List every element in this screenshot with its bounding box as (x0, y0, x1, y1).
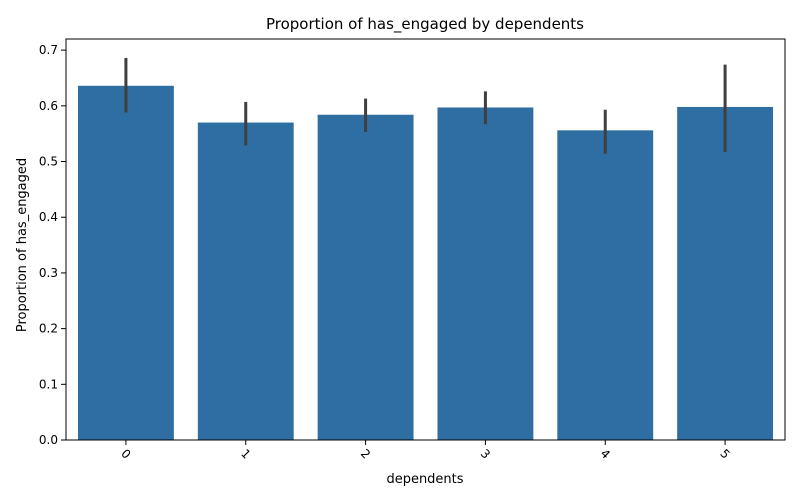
y-tick-label: 0.6 (39, 99, 58, 113)
bar-2 (317, 114, 414, 440)
x-tick-label: 5 (717, 446, 732, 461)
y-tick-label: 0.5 (39, 155, 58, 169)
y-tick-label: 0.2 (39, 322, 58, 336)
y-tick-label: 0.4 (39, 210, 58, 224)
bar-5 (677, 106, 774, 441)
chart-title: Proportion of has_engaged by dependents (266, 15, 584, 34)
y-axis: 0.0 0.1 0.2 0.3 0.4 0.5 0.6 0.7 (39, 43, 66, 447)
y-tick-label: 0.3 (39, 266, 58, 280)
y-tick-label: 0.0 (39, 433, 58, 447)
errorbars-layer (124, 57, 727, 154)
x-tick-label: 2 (358, 446, 373, 461)
y-tick-label: 0.1 (39, 377, 58, 391)
x-tick-label: 0 (118, 446, 133, 461)
bar-1 (197, 122, 294, 441)
bar-0 (77, 85, 174, 441)
x-tick-label: 1 (238, 446, 253, 461)
bar-3 (437, 107, 534, 441)
x-axis: 0 1 2 3 4 5 (118, 440, 733, 462)
y-tick-label: 0.7 (39, 43, 58, 57)
x-axis-label: dependents (386, 472, 463, 487)
x-tick-label: 3 (478, 446, 493, 461)
bars-layer (77, 85, 774, 441)
x-tick-label: 4 (598, 446, 613, 461)
bar-4 (557, 130, 654, 441)
y-axis-label: Proportion of has_engaged (15, 158, 30, 332)
plot-frame (65, 38, 786, 441)
